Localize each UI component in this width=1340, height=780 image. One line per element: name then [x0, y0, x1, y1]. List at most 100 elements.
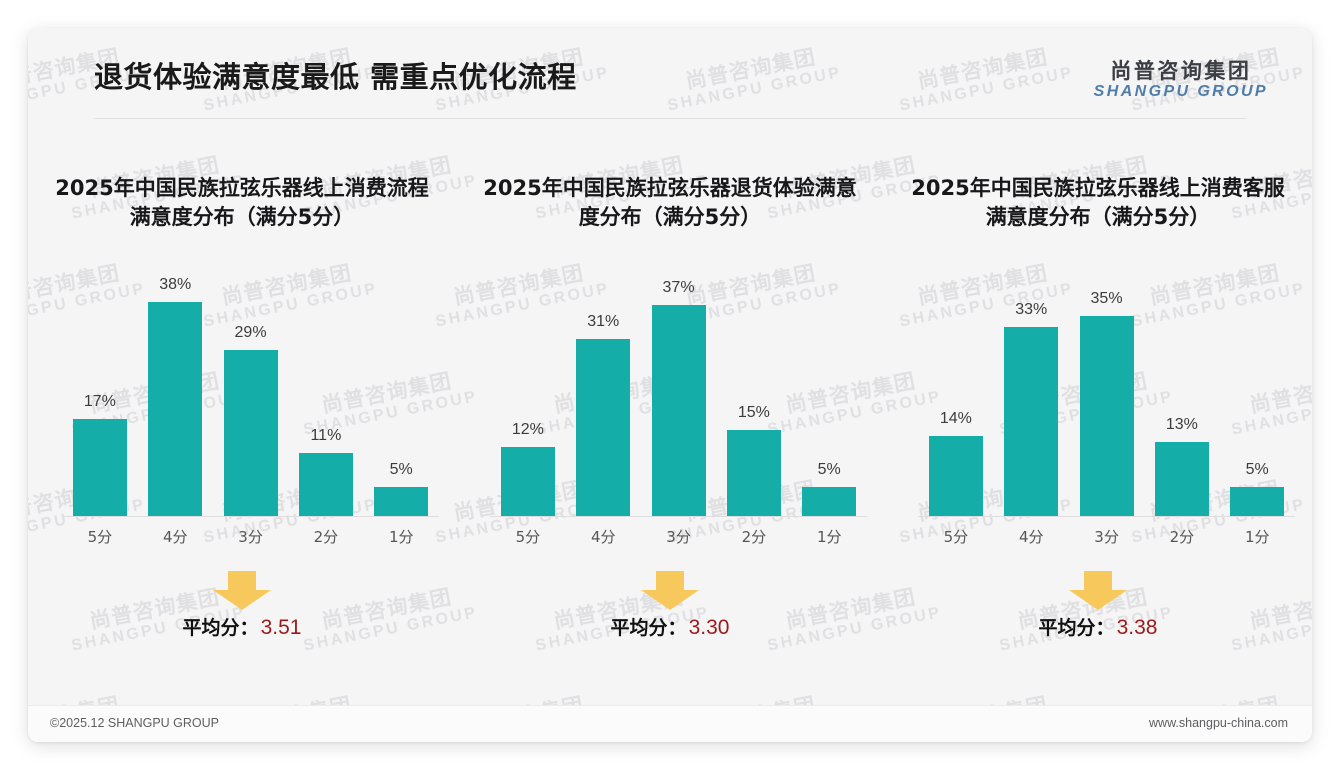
plot-area: 17% 38% 29% 11% 5% [62, 276, 439, 517]
x-axis: 5分 4分 3分 2分 1分 [918, 516, 1295, 556]
x-axis-tick-label: 4分 [1018, 527, 1044, 546]
bar-column: 5% [1223, 276, 1291, 516]
chart-panel-3: 2025年中国民族拉弦乐器线上消费客服满意度分布（满分5分） 14% 33% 35% 1… [884, 146, 1312, 676]
bar[interactable] [72, 419, 127, 516]
average-score-block: 平均分：3.38 [884, 571, 1312, 640]
bar-value-label: 14% [939, 410, 972, 427]
bar-value-label: 15% [737, 404, 770, 421]
logo-chinese-text: 尚普咨询集团 [1110, 59, 1252, 83]
chart-panels: 2025年中国民族拉弦乐器线上消费流程满意度分布（满分5分） 17% 38% 29% 1… [28, 146, 1312, 676]
chart-title: 2025年中国民族拉弦乐器线上消费客服满意度分布（满分5分） [911, 176, 1285, 229]
average-score-label: 平均分： [1038, 617, 1115, 639]
x-axis-tick-label: 4分 [162, 527, 188, 546]
average-score-line: 平均分：3.30 [456, 613, 884, 640]
bar[interactable] [726, 430, 781, 516]
bar-chart: 17% 38% 29% 11% 5% 5分 4分 3分 2分 1分 [62, 276, 439, 556]
chart-title: 2025年中国民族拉弦乐器线上消费流程满意度分布（满分5分） [55, 176, 429, 229]
average-score-value: 3.30 [688, 616, 730, 639]
bar-value-label: 5% [389, 461, 413, 478]
x-axis-tick-label: 5分 [943, 527, 969, 546]
bar-value-label: 31% [587, 313, 620, 330]
x-axis-tick-label: 5分 [87, 527, 113, 546]
x-axis-tick-label: 2分 [313, 527, 339, 546]
down-arrow-icon [213, 571, 271, 610]
x-axis-tick-label: 2分 [741, 527, 767, 546]
bar-column: 12% [494, 276, 562, 516]
average-score-line: 平均分：3.51 [28, 613, 456, 640]
average-score-line: 平均分：3.38 [884, 613, 1312, 640]
bar-column: 29% [217, 276, 285, 516]
bar-column: 38% [141, 276, 209, 516]
brand-logo: 尚普咨询集团 SHANGPU GROUP [1094, 60, 1268, 101]
slide-header: 退货体验满意度最低 需重点优化流程 尚普咨询集团 SHANGPU GROUP [28, 28, 1312, 119]
bar-chart: 12% 31% 37% 15% 5% 5分 4分 3分 2分 1分 [490, 276, 867, 556]
bar[interactable] [1230, 487, 1285, 516]
slide-container: 尚普咨询集团 SHANGPU GROUP 尚普咨询集团 SHANGPU GROUP 尚普… [28, 28, 1312, 742]
bar[interactable] [500, 447, 555, 516]
bar-value-label: 17% [83, 393, 116, 410]
bar[interactable] [802, 487, 857, 516]
bar-column: 5% [795, 276, 863, 516]
header-divider [94, 118, 1246, 119]
bar-column: 33% [997, 276, 1065, 516]
bar[interactable] [374, 487, 429, 516]
average-score-label: 平均分： [182, 617, 259, 639]
bar[interactable] [223, 350, 278, 516]
bar-value-label: 35% [1090, 290, 1123, 307]
bar[interactable] [1079, 316, 1134, 516]
bar-column: 17% [66, 276, 134, 516]
slide-footer: ©2025.12 SHANGPU GROUP www.shangpu-china… [28, 705, 1312, 742]
bar-column: 14% [922, 276, 990, 516]
x-axis: 5分 4分 3分 2分 1分 [62, 516, 439, 556]
bar-chart: 14% 33% 35% 13% 5% 5分 4分 3分 2分 1分 [918, 276, 1295, 556]
x-axis-tick-label: 3分 [238, 527, 263, 546]
bar-value-label: 33% [1015, 301, 1048, 318]
x-axis-tick-label: 2分 [1169, 527, 1195, 546]
bar-value-label: 11% [310, 427, 342, 444]
bar-value-label: 38% [159, 276, 192, 293]
bar-value-label: 29% [234, 324, 267, 341]
bar-value-label: 12% [511, 421, 544, 438]
bar-column: 5% [367, 276, 435, 516]
bar[interactable] [651, 305, 706, 516]
x-axis-tick-label: 1分 [388, 527, 414, 546]
bar-value-label: 5% [1245, 461, 1269, 478]
bar-value-label: 5% [817, 461, 841, 478]
plot-area: 12% 31% 37% 15% 5% [490, 276, 867, 517]
chart-panel-2: 2025年中国民族拉弦乐器退货体验满意度分布（满分5分） 12% 31% 37% 15%… [456, 146, 884, 676]
average-score-block: 平均分：3.30 [456, 571, 884, 640]
bar-column: 15% [720, 276, 788, 516]
x-axis-tick-label: 3分 [1094, 527, 1119, 546]
x-axis-tick-label: 3分 [666, 527, 691, 546]
bar-column: 37% [645, 276, 713, 516]
bar[interactable] [298, 453, 353, 516]
chart-panel-1: 2025年中国民族拉弦乐器线上消费流程满意度分布（满分5分） 17% 38% 29% 1… [28, 146, 456, 676]
bar-column: 35% [1073, 276, 1141, 516]
footer-website[interactable]: www.shangpu-china.com [1149, 716, 1288, 730]
x-axis-tick-label: 5分 [515, 527, 541, 546]
page-title: 退货体验满意度最低 需重点优化流程 [94, 60, 577, 94]
bar[interactable] [148, 302, 203, 516]
bar[interactable] [576, 339, 631, 516]
down-arrow-icon [1069, 571, 1127, 610]
x-axis-tick-label: 4分 [590, 527, 616, 546]
bar[interactable] [928, 436, 983, 516]
bar[interactable] [1004, 327, 1059, 516]
bar[interactable] [1154, 442, 1209, 516]
plot-area: 14% 33% 35% 13% 5% [918, 276, 1295, 517]
down-arrow-icon [641, 571, 699, 610]
bar-value-label: 13% [1165, 416, 1198, 433]
logo-english-text: SHANGPU GROUP [1093, 83, 1268, 101]
average-score-value: 3.38 [1116, 616, 1158, 639]
x-axis-tick-label: 1分 [1244, 527, 1270, 546]
average-score-block: 平均分：3.51 [28, 571, 456, 640]
chart-title: 2025年中国民族拉弦乐器退货体验满意度分布（满分5分） [483, 176, 857, 229]
x-axis: 5分 4分 3分 2分 1分 [490, 516, 867, 556]
x-axis-tick-label: 1分 [816, 527, 842, 546]
average-score-label: 平均分： [610, 617, 687, 639]
bar-column: 13% [1148, 276, 1216, 516]
bar-column: 31% [569, 276, 637, 516]
bar-column: 11% [292, 276, 360, 516]
footer-copyright: ©2025.12 SHANGPU GROUP [50, 716, 219, 730]
bar-value-label: 37% [662, 279, 695, 296]
